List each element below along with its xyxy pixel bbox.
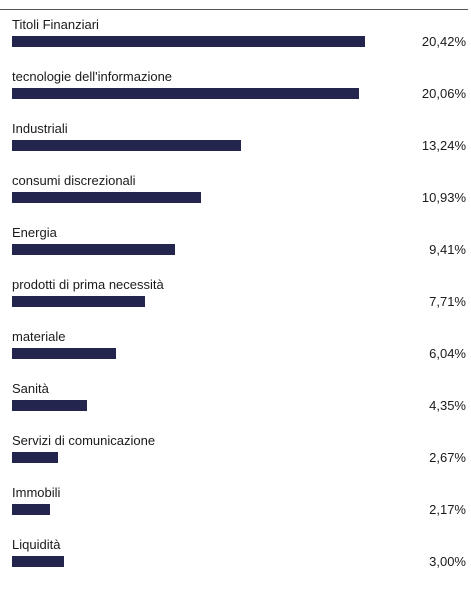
bar bbox=[12, 140, 241, 151]
value-label: 4,35% bbox=[429, 398, 466, 413]
value-label: 2,67% bbox=[429, 450, 466, 465]
value-label: 20,42% bbox=[421, 34, 466, 49]
bar-row: tecnologie dell'informazione 20,06% bbox=[0, 69, 471, 121]
bar bbox=[12, 244, 175, 255]
bar-row: Energia 9,41% bbox=[0, 225, 471, 277]
category-label: materiale bbox=[12, 329, 66, 344]
bar bbox=[12, 36, 365, 47]
category-label: prodotti di prima necessità bbox=[12, 277, 164, 292]
value-label: 9,41% bbox=[429, 242, 466, 257]
bar bbox=[12, 400, 87, 411]
sector-bar-chart: Titoli Finanziari 20,42% tecnologie dell'i… bbox=[0, 9, 471, 569]
category-label: Servizi di comunicazione bbox=[12, 433, 156, 448]
bar-row: materiale 6,04% bbox=[0, 329, 471, 381]
bar bbox=[12, 296, 145, 307]
value-label: 6,04% bbox=[429, 346, 466, 361]
value-label: 7,71% bbox=[429, 294, 466, 309]
bar bbox=[12, 504, 50, 515]
bar bbox=[12, 348, 116, 359]
value-label: 3,00% bbox=[429, 554, 466, 569]
category-label: Liquidità bbox=[12, 537, 61, 552]
value-label: 13,24% bbox=[421, 138, 466, 153]
top-divider bbox=[0, 9, 468, 10]
bar-row: Titoli Finanziari 20,42% bbox=[0, 17, 471, 69]
category-label: Titoli Finanziari bbox=[12, 17, 99, 32]
bar-row: prodotti di prima necessità 7,71% bbox=[0, 277, 471, 329]
category-label: Energia bbox=[12, 225, 57, 240]
bar bbox=[12, 556, 64, 567]
bar bbox=[12, 192, 201, 203]
bar bbox=[12, 88, 359, 99]
category-label: tecnologie dell'informazione bbox=[12, 69, 173, 84]
bar-row: Industriali 13,24% bbox=[0, 121, 471, 173]
category-label: consumi discrezionali bbox=[12, 173, 136, 188]
value-label: 2,17% bbox=[429, 502, 466, 517]
value-label: 10,93% bbox=[421, 190, 466, 205]
bar bbox=[12, 452, 58, 463]
category-label: Industriali bbox=[12, 121, 68, 136]
value-label: 20,06% bbox=[421, 86, 466, 101]
bar-row: Immobili 2,17% bbox=[0, 485, 471, 537]
category-label: Immobili bbox=[12, 485, 61, 500]
bar-row: Sanità 4,35% bbox=[0, 381, 471, 433]
bar-row: Liquidità 3,00% bbox=[0, 537, 471, 589]
bar-row: consumi discrezionali 10,93% bbox=[0, 173, 471, 225]
category-label: Sanità bbox=[12, 381, 49, 396]
bar-row: Servizi di comunicazione 2,67% bbox=[0, 433, 471, 485]
